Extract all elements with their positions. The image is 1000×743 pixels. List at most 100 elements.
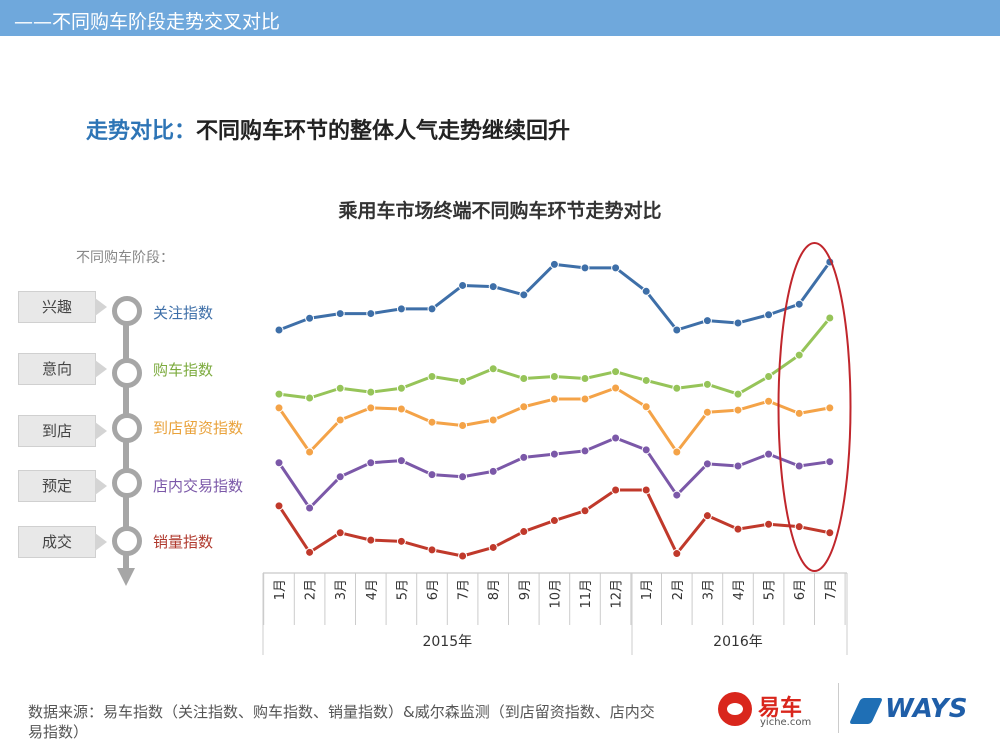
data-point [549, 372, 559, 382]
data-point [488, 466, 498, 476]
data-point [519, 290, 529, 300]
data-point [549, 394, 559, 404]
data-point [488, 282, 498, 292]
data-point [672, 490, 682, 500]
data-point [458, 376, 468, 386]
data-point [427, 470, 437, 480]
data-point [825, 313, 835, 323]
series-label-transaction: 店内交易指数 [153, 477, 244, 495]
header-bar: ——不同购车阶段走势交叉对比 [0, 0, 1000, 36]
x-tick-label: 1月 [640, 579, 655, 600]
data-point [825, 457, 835, 467]
data-point [305, 393, 315, 403]
x-tick-label: 2月 [671, 579, 686, 600]
data-point [702, 459, 712, 469]
data-point [794, 461, 804, 471]
data-point [733, 461, 743, 471]
header-title: ——不同购车阶段走势交叉对比 [14, 11, 281, 33]
data-point [580, 263, 590, 273]
data-point [335, 383, 345, 393]
data-point [519, 402, 529, 412]
data-point [427, 545, 437, 555]
data-point [305, 547, 315, 557]
data-point [305, 503, 315, 513]
x-tick-label: 4月 [732, 579, 747, 600]
x-tick-label: 9月 [518, 579, 533, 600]
data-point [672, 447, 682, 457]
data-point [274, 389, 284, 399]
data-point [580, 394, 590, 404]
data-point [611, 433, 621, 443]
yiche-logo-domain: yiche.com [760, 717, 812, 728]
data-point [488, 542, 498, 552]
stage-caption: 不同购车阶段： [76, 250, 174, 266]
x-tick-label: 8月 [487, 579, 502, 600]
series-line [278, 261, 832, 332]
data-point [396, 456, 406, 466]
logo-divider [838, 683, 839, 733]
data-point [794, 408, 804, 418]
x-tick-label: 5月 [395, 579, 410, 600]
data-point [519, 373, 529, 383]
stage-interest: 兴趣 [18, 291, 96, 323]
data-point [702, 379, 712, 389]
data-point [733, 405, 743, 415]
data-point [580, 373, 590, 383]
data-point [611, 383, 621, 393]
data-point [794, 522, 804, 532]
data-point [519, 452, 529, 462]
data-point [641, 485, 651, 495]
page-subtitle: 走势对比：不同购车环节的整体人气走势继续回升 [86, 113, 570, 145]
data-point [335, 309, 345, 319]
data-point [427, 304, 437, 314]
data-point [305, 447, 315, 457]
x-tick-label: 6月 [426, 579, 441, 600]
data-point [825, 528, 835, 538]
series-line [278, 317, 831, 400]
data-point [274, 458, 284, 468]
data-point [274, 501, 284, 511]
data-point [672, 325, 682, 335]
data-point [366, 535, 376, 545]
x-tick-label: 12月 [610, 579, 625, 609]
year-group-label: 2016年 [713, 634, 763, 650]
stage-node [112, 296, 142, 326]
data-point [702, 316, 712, 326]
ways-logo: WAYS [848, 694, 975, 730]
yiche-logo-name: 易车 [758, 696, 803, 721]
x-tick-label: 10月 [548, 579, 563, 609]
x-tick-label: 2月 [304, 579, 319, 600]
stage-pointer-icon [95, 298, 107, 316]
stage-pointer-icon [95, 533, 107, 551]
stage-pointer-icon [95, 422, 107, 440]
data-point [488, 415, 498, 425]
data-point [702, 511, 712, 521]
data-point [427, 417, 437, 427]
data-point [641, 375, 651, 385]
data-point [305, 313, 315, 323]
stage-reserve: 预定 [18, 470, 96, 502]
stage-node [112, 468, 142, 498]
stage-pointer-icon [95, 360, 107, 378]
series-line [277, 436, 831, 510]
stage-node [112, 526, 142, 556]
data-point [427, 372, 437, 382]
data-point [549, 449, 559, 459]
series-label-visit: 到店留资指数 [153, 419, 244, 437]
x-tick-label: 7月 [824, 579, 839, 600]
data-point [580, 446, 590, 456]
data-point [733, 389, 743, 399]
data-point [335, 528, 345, 538]
data-point [611, 367, 621, 377]
data-point [274, 403, 284, 413]
series-label-attention: 关注指数 [153, 304, 214, 322]
series-label-sales: 销量指数 [153, 533, 214, 551]
year-group-label: 2015年 [422, 634, 472, 650]
data-point [458, 280, 468, 290]
stage-visit: 到店 [18, 415, 96, 447]
data-point [672, 383, 682, 393]
yiche-logo-icon [718, 692, 752, 726]
ways-logo-name: WAYS [885, 694, 968, 724]
data-point [458, 551, 468, 561]
data-point [458, 421, 468, 431]
